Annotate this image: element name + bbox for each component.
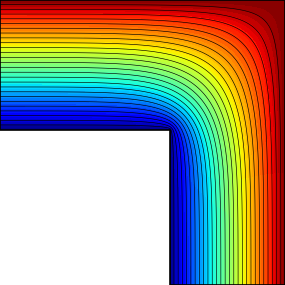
Polygon shape: [0, 130, 170, 285]
